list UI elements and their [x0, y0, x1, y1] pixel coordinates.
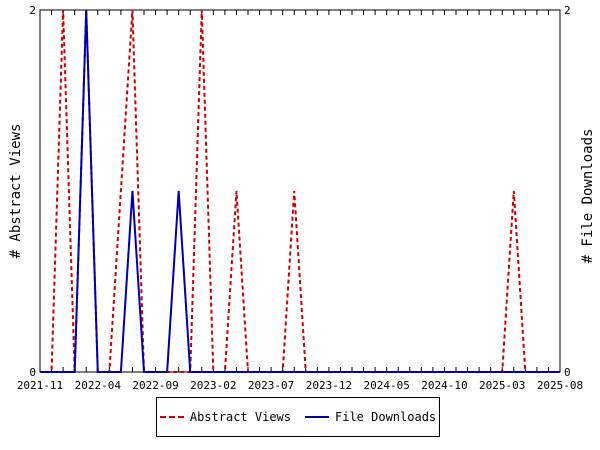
- legend-swatch-abstract-views: [159, 416, 184, 418]
- legend-item-file-downloads: File Downloads: [305, 410, 436, 424]
- x-axis-tick-labels: 2021-11 2022-04 2022-09 2023-02 2023-07 2023-…: [17, 379, 583, 392]
- y-axis-tick-labels: 0 2 0 2: [29, 4, 570, 379]
- legend-label-file-downloads: File Downloads: [335, 410, 437, 424]
- x-tick-label: 2021-11: [17, 379, 63, 392]
- legend-swatch-file-downloads: [305, 416, 329, 418]
- legend-item-abstract-views: Abstract Views: [159, 410, 291, 424]
- y2-axis-label: # File Downloads: [580, 129, 596, 264]
- x-tick-label: 2022-09: [132, 379, 178, 392]
- x-tick-label: 2025-08: [537, 379, 583, 392]
- y-tick-label: 2: [29, 4, 36, 17]
- legend: Abstract Views File Downloads: [156, 397, 440, 437]
- x-tick-label: 2023-02: [190, 379, 236, 392]
- x-tick-label: 2024-10: [421, 379, 467, 392]
- x-tick-label: 2023-12: [306, 379, 352, 392]
- x-tick-label: 2023-07: [248, 379, 294, 392]
- series-line-file-downloads: [40, 9, 560, 373]
- y-tick-label: 0: [29, 366, 36, 379]
- x-tick-label: 2025-03: [479, 379, 525, 392]
- y2-tick-label: 0: [564, 366, 571, 379]
- legend-label-abstract-views: Abstract Views: [189, 410, 291, 424]
- x-tick-label: 2022-04: [75, 379, 122, 392]
- y-axis-label: # Abstract Views: [8, 124, 24, 259]
- plot-area: [39, 9, 561, 373]
- y2-tick-label: 2: [564, 4, 571, 17]
- series-lines: [40, 9, 560, 373]
- x-tick-label: 2024-05: [363, 379, 409, 392]
